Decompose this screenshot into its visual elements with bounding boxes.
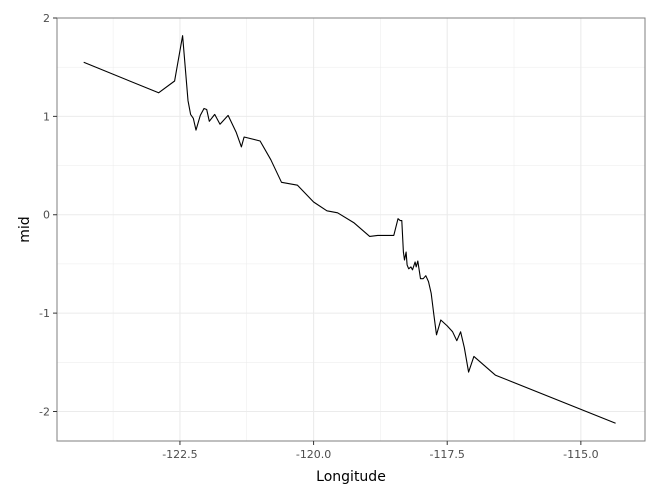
y-tick-label: 2	[43, 12, 50, 25]
minor-grid	[57, 18, 645, 441]
panel-border	[56, 17, 646, 442]
x-tick-label: -117.5	[429, 448, 464, 461]
y-tick-label: 1	[43, 110, 50, 123]
y-tick-label: 0	[43, 209, 50, 222]
x-tick-label: -115.0	[563, 448, 598, 461]
x-axis-title: Longitude	[316, 469, 386, 485]
x-tick-label: -122.5	[162, 448, 197, 461]
series-line	[83, 35, 616, 424]
x-tick-label: -120.0	[296, 448, 331, 461]
x-axis: -122.5 -120.0 -117.5 -115.0	[162, 441, 599, 461]
y-axis-title: mid	[17, 216, 33, 242]
y-axis: 2 1 0 -1 -2	[39, 12, 57, 418]
y-tick-label: -2	[39, 405, 50, 418]
y-tick-label: -1	[39, 307, 50, 320]
